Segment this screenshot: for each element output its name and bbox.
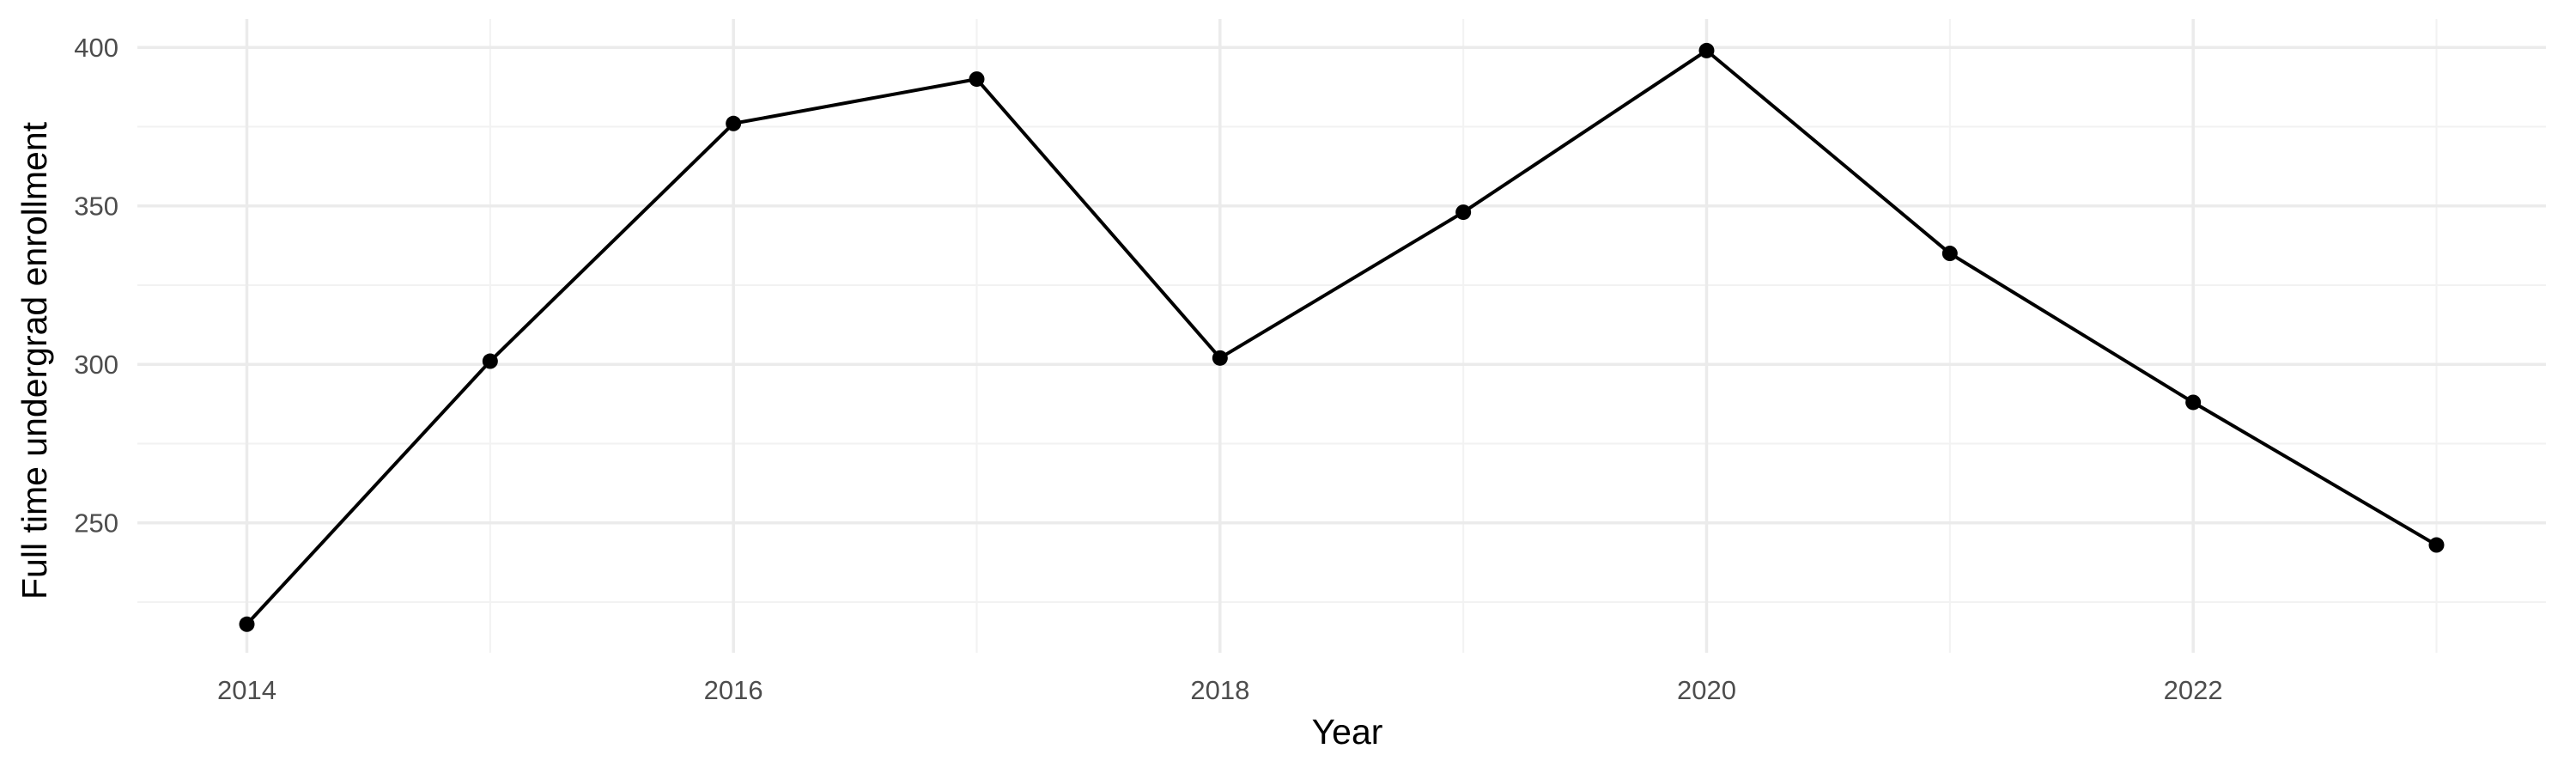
data-point (726, 115, 742, 131)
y-tick-label: 350 (74, 192, 118, 222)
y-axis-title: Full time undergrad enrollment (15, 121, 54, 600)
x-tick-label: 2018 (1190, 675, 1249, 705)
x-tick-label: 2020 (1677, 675, 1736, 705)
x-tick-labels: 2014 2016 2018 2020 2022 (217, 675, 2223, 705)
data-point (1212, 350, 1228, 366)
minor-gridlines (137, 19, 2546, 653)
series-line (246, 48, 2438, 626)
x-tick-label: 2014 (217, 675, 276, 705)
data-point (239, 616, 255, 632)
data-point (2185, 394, 2202, 411)
major-gridlines (137, 19, 2546, 653)
series-group (239, 42, 2445, 632)
x-tick-label: 2016 (704, 675, 763, 705)
data-point (1941, 246, 1958, 262)
y-tick-labels: 250 300 350 400 (74, 33, 118, 539)
y-tick-label: 250 (74, 508, 118, 539)
data-point (969, 71, 985, 88)
x-tick-label: 2022 (2164, 675, 2223, 705)
data-point (482, 353, 498, 369)
data-point (1698, 42, 1715, 58)
data-point (2428, 537, 2445, 553)
y-tick-label: 300 (74, 350, 118, 380)
data-point (1455, 204, 1472, 221)
x-axis-title: Year (1312, 712, 1383, 752)
y-tick-label: 400 (74, 33, 118, 63)
